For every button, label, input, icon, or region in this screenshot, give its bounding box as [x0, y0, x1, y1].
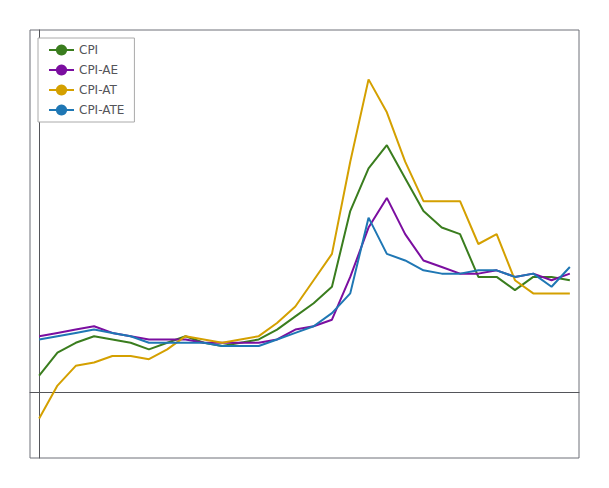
svg-text:CPI-ATE: CPI-ATE	[79, 103, 124, 117]
svg-text:CPI: CPI	[79, 43, 98, 57]
svg-text:CPI-AT: CPI-AT	[79, 83, 117, 97]
svg-text:CPI-AE: CPI-AE	[79, 63, 118, 77]
